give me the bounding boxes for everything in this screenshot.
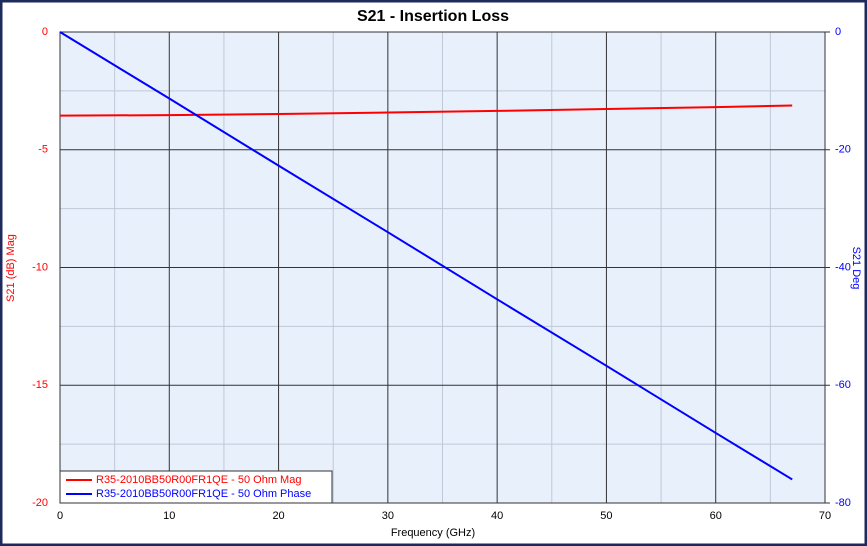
legend-label: R35-2010BB50R00FR1QE - 50 Ohm Phase	[96, 488, 311, 500]
plot-border	[59, 31, 826, 504]
legend-label: R35-2010BB50R00FR1QE - 50 Ohm Mag	[96, 474, 301, 486]
x-axis-label: Frequency (GHz)	[391, 527, 475, 539]
x-tick-label: 20	[272, 510, 284, 522]
series-line	[59, 104, 793, 117]
y2-tick-label: -20	[835, 144, 851, 156]
series-line	[59, 31, 793, 481]
y-tick-label: 0	[42, 26, 48, 38]
y-tick-label: -15	[32, 379, 48, 391]
x-tick-label: 0	[57, 510, 63, 522]
x-tick-label: 60	[710, 510, 722, 522]
y-tick-label: -20	[32, 497, 48, 509]
y-tick-label: -5	[38, 144, 48, 156]
x-tick-label: 70	[819, 510, 831, 522]
y-tick-label: -10	[32, 261, 48, 273]
y2-tick-label: -60	[835, 379, 851, 391]
x-tick-label: 10	[163, 510, 175, 522]
x-tick-label: 40	[491, 510, 503, 522]
chart-title: S21 - Insertion Loss	[357, 8, 509, 25]
y2-tick-label: -80	[835, 497, 851, 509]
legend	[59, 470, 333, 504]
x-tick-label: 50	[600, 510, 612, 522]
y-axis-label: S21 (dB) Mag	[5, 234, 17, 302]
y2-tick-label: -40	[835, 261, 851, 273]
x-tick-label: 30	[382, 510, 394, 522]
y2-tick-label: 0	[835, 26, 841, 38]
y2-axis-label: S21 Deg	[850, 247, 862, 290]
